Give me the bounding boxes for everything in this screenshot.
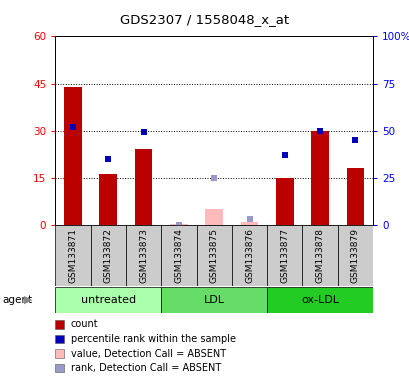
Bar [64, 87, 82, 225]
Text: ▶: ▶ [24, 295, 32, 305]
Text: GSM133875: GSM133875 [209, 228, 218, 283]
Bar [90, 225, 126, 286]
Bar [310, 131, 328, 225]
Text: count: count [70, 319, 98, 329]
Text: GSM133878: GSM133878 [315, 228, 324, 283]
Text: rank, Detection Call = ABSENT: rank, Detection Call = ABSENT [70, 363, 220, 373]
Text: LDL: LDL [203, 295, 224, 305]
Bar [231, 225, 267, 286]
Bar [161, 225, 196, 286]
Bar [135, 149, 152, 225]
Text: percentile rank within the sample: percentile rank within the sample [70, 334, 235, 344]
Bar [267, 225, 302, 286]
Text: ox-LDL: ox-LDL [300, 295, 338, 305]
Text: GSM133874: GSM133874 [174, 228, 183, 283]
Bar [99, 174, 117, 225]
Text: GSM133871: GSM133871 [68, 228, 77, 283]
Text: GSM133876: GSM133876 [245, 228, 254, 283]
Bar [240, 222, 258, 225]
Text: GSM133879: GSM133879 [350, 228, 359, 283]
Bar [161, 287, 267, 313]
Text: agent: agent [2, 295, 32, 305]
Text: GDS2307 / 1558048_x_at: GDS2307 / 1558048_x_at [120, 13, 289, 26]
Bar [205, 209, 222, 225]
Text: GSM133873: GSM133873 [139, 228, 148, 283]
Text: value, Detection Call = ABSENT: value, Detection Call = ABSENT [70, 349, 225, 359]
Bar [302, 225, 337, 286]
Bar [275, 178, 293, 225]
Text: untreated: untreated [81, 295, 135, 305]
Bar [337, 225, 372, 286]
Bar [267, 287, 372, 313]
Bar [55, 287, 161, 313]
Text: GSM133872: GSM133872 [103, 228, 112, 283]
Bar [170, 224, 187, 225]
Text: GSM133877: GSM133877 [280, 228, 289, 283]
Bar [196, 225, 231, 286]
Bar [346, 168, 363, 225]
Bar [126, 225, 161, 286]
Bar [55, 225, 90, 286]
